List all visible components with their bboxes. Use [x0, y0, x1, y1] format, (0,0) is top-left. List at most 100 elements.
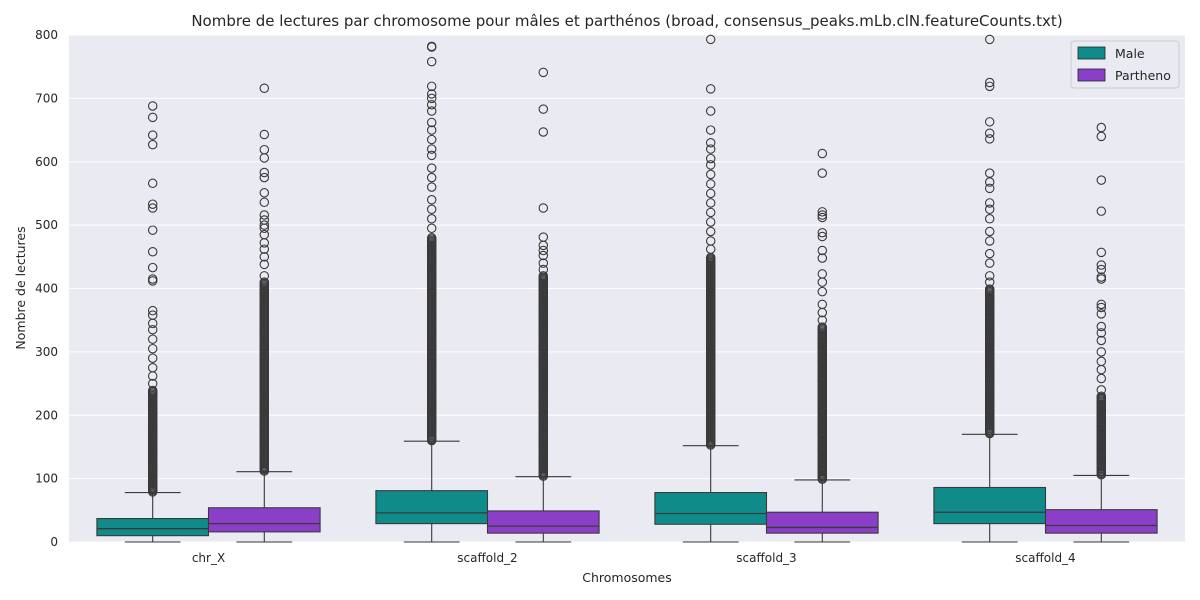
outlier-point [984, 134, 995, 144]
outlier-point [984, 277, 995, 287]
outlier-point [426, 106, 437, 116]
outlier-point [259, 252, 270, 262]
outlier-point [984, 271, 995, 281]
outlier-point [538, 127, 549, 137]
outlier-point [259, 210, 270, 220]
iqr-box [207, 507, 321, 533]
outlier-point [817, 231, 828, 242]
outlier-point [705, 34, 716, 45]
outlier-point [1096, 335, 1107, 346]
outlier-point [817, 212, 828, 223]
y-tick-label: 500 [35, 218, 58, 232]
outlier-point [259, 271, 270, 281]
outlier-point [259, 244, 270, 254]
outlier-point [1096, 247, 1107, 258]
outlier-point [984, 183, 995, 194]
outlier-point [538, 232, 549, 242]
box-male-chr_X [96, 101, 210, 543]
iqr-box [654, 492, 768, 525]
outlier-point [426, 56, 437, 67]
outlier-point [147, 324, 158, 335]
outlier-point [817, 168, 828, 178]
outlier-point [426, 150, 437, 161]
box-male-scaffold_2 [375, 41, 489, 543]
outlier-point [1096, 391, 1107, 401]
outlier-point [984, 117, 995, 127]
outlier-point [259, 144, 270, 155]
outlier-point [984, 236, 995, 246]
outlier-point [984, 248, 995, 259]
outlier-point [1096, 122, 1107, 133]
outlier-point [259, 277, 270, 287]
y-tick-label: 0 [50, 535, 58, 549]
outlier-point [147, 343, 158, 354]
outlier-point [259, 197, 270, 208]
outlier-point [538, 104, 549, 114]
outlier-point [705, 84, 716, 94]
y-tick-label: 800 [35, 28, 58, 42]
outlier-point [817, 227, 828, 238]
outlier-point [538, 271, 549, 281]
iqr-box [765, 511, 879, 534]
outlier-point [147, 139, 158, 150]
box-male-scaffold_4 [933, 34, 1047, 543]
outlier-point [426, 99, 437, 110]
x-tick-label: scaffold_2 [457, 551, 517, 565]
outlier-point [1096, 206, 1107, 216]
outlier-point [1096, 272, 1107, 282]
outlier-point [1096, 309, 1107, 319]
outlier-point [147, 334, 158, 344]
outlier-point [426, 41, 437, 52]
outlier-point [984, 128, 995, 138]
outlier-point [426, 163, 437, 173]
outlier-point [426, 182, 437, 192]
outlier-point [984, 258, 995, 268]
outlier-point [426, 81, 437, 92]
legend-label-male: Male [1115, 46, 1145, 61]
outlier-point [1096, 347, 1107, 357]
outlier-point [984, 214, 995, 224]
outlier-point [426, 89, 437, 99]
outlier-point [817, 245, 828, 256]
iqr-box [96, 518, 210, 537]
outlier-point [426, 223, 437, 234]
outlier-point [1096, 328, 1107, 338]
outlier-point [984, 77, 995, 88]
outlier-point [147, 353, 158, 363]
outlier-point [538, 245, 549, 256]
outlier-point [705, 236, 716, 246]
outlier-point [538, 250, 549, 261]
outlier-point [538, 203, 549, 213]
outlier-point [147, 225, 158, 235]
outlier-point [984, 284, 995, 294]
outlier-point [705, 179, 716, 189]
box-partheno-scaffold_4 [1044, 122, 1158, 543]
outlier-point [259, 83, 270, 93]
outlier-point [426, 204, 437, 215]
outlier-point [817, 286, 828, 297]
outlier-point [147, 310, 158, 320]
outlier-point [259, 220, 270, 230]
outlier-point [1096, 264, 1107, 275]
outlier-point [817, 253, 828, 263]
y-tick-label: 700 [35, 91, 58, 105]
x-axis-label: Chromosomes [582, 570, 672, 585]
outlier-point [259, 259, 270, 270]
box-partheno-chr_X [207, 83, 321, 543]
y-tick-labels: 0 100 200 300 400 500 600 700 800 [35, 28, 58, 549]
outlier-point [426, 195, 437, 205]
legend-label-partheno: Partheno [1115, 68, 1171, 83]
outlier-point [426, 134, 437, 145]
legend: Male Partheno [1070, 40, 1180, 89]
outlier-point [426, 172, 437, 183]
outlier-point [984, 204, 995, 215]
outlier-point [705, 125, 716, 135]
outlier-point [705, 144, 716, 154]
y-tick-label: 400 [35, 282, 58, 296]
x-tick-label: scaffold_3 [736, 551, 796, 565]
iqr-box [933, 486, 1047, 525]
outlier-point [259, 215, 270, 225]
outlier-point [426, 214, 437, 224]
outlier-point [817, 269, 828, 279]
outlier-point [984, 226, 995, 237]
